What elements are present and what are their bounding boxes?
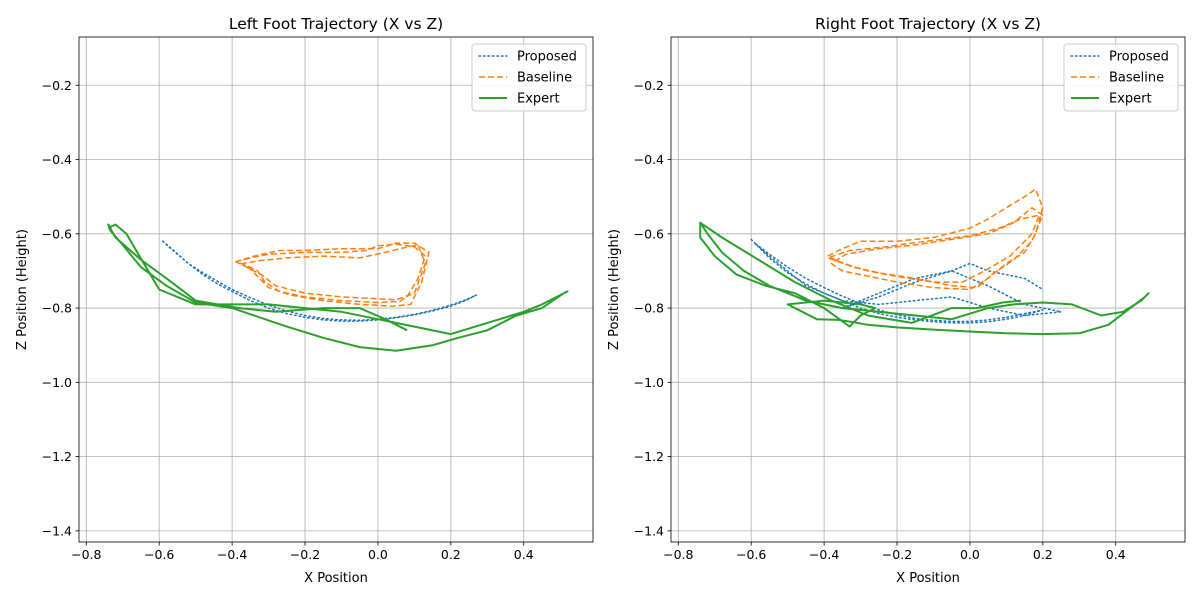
x-tick-label: −0.6: [144, 547, 174, 562]
y-tick-label: −1.4: [42, 523, 72, 538]
x-tick-label: −0.8: [663, 547, 693, 562]
y-tick-label: −1.0: [42, 375, 72, 390]
y-tick-label: −1.2: [42, 449, 72, 464]
x-axis-label: X Position: [896, 571, 960, 586]
chart-title: Right Foot Trajectory (X vs Z): [815, 15, 1041, 33]
series-line-proposed: [750, 238, 1062, 324]
y-tick-label: −0.4: [634, 152, 664, 167]
legend-box: [471, 43, 587, 112]
y-tick-label: −0.8: [42, 301, 72, 316]
chart-title: Left Foot Trajectory (X vs Z): [229, 15, 443, 33]
x-tick-label: 0.0: [368, 547, 388, 562]
axes-frame: [670, 36, 1186, 543]
x-tick-label: 0.4: [1106, 547, 1126, 562]
x-tick-label: 0.2: [1033, 547, 1053, 562]
x-tick-label: −0.4: [809, 547, 839, 562]
y-axis-label: Z Position (Height): [15, 229, 30, 350]
y-tick-label: −0.2: [634, 78, 664, 93]
legend-label-expert: Expert: [517, 92, 560, 107]
x-tick-label: −0.2: [882, 547, 912, 562]
x-tick-label: 0.2: [441, 547, 461, 562]
legend-label-proposed: Proposed: [1109, 50, 1169, 65]
y-tick-label: −1.4: [634, 523, 664, 538]
y-tick-label: −0.6: [634, 226, 664, 241]
legend-box: [1063, 43, 1179, 112]
series-line-expert: [699, 221, 1150, 336]
x-tick-label: 0.0: [960, 547, 980, 562]
x-tick-label: −0.4: [217, 547, 247, 562]
series-line-baseline: [827, 188, 1044, 291]
legend-label-baseline: Baseline: [1109, 71, 1164, 86]
x-tick-label: −0.6: [736, 547, 766, 562]
y-tick-label: −0.2: [42, 78, 72, 93]
y-tick-label: −0.6: [42, 226, 72, 241]
series-line-expert: [107, 223, 569, 352]
y-tick-label: −0.8: [634, 301, 664, 316]
y-tick-label: −1.2: [634, 449, 664, 464]
y-axis-label: Z Position (Height): [607, 229, 622, 350]
legend: Proposed Baseline Expert: [1063, 43, 1179, 112]
x-axis-label: X Position: [304, 571, 368, 586]
series-group: [699, 188, 1150, 336]
right-foot-chart: −0.8 −0.6 −0.4 −0.2 0.0 0.2 0.4 −0.2 −0.4 −0.6 −0.…: [607, 15, 1186, 586]
x-tick-label: 0.4: [514, 547, 534, 562]
legend: Proposed Baseline Expert: [471, 43, 587, 112]
legend-label-proposed: Proposed: [517, 50, 577, 65]
x-tick-label: −0.8: [71, 547, 101, 562]
axes-frame: [78, 36, 594, 543]
left-foot-chart: −0.8 −0.6 −0.4 −0.2 0.0 0.2 0.4 −0.2 −0.4 −0.6 −0.…: [15, 15, 594, 586]
series-group: [107, 223, 569, 352]
y-tick-label: −1.0: [634, 375, 664, 390]
series-line-baseline: [235, 242, 430, 307]
series-line-proposed: [162, 240, 478, 322]
legend-label-expert: Expert: [1109, 92, 1152, 107]
legend-label-baseline: Baseline: [517, 71, 572, 86]
y-tick-label: −0.4: [42, 152, 72, 167]
x-tick-label: −0.2: [290, 547, 320, 562]
